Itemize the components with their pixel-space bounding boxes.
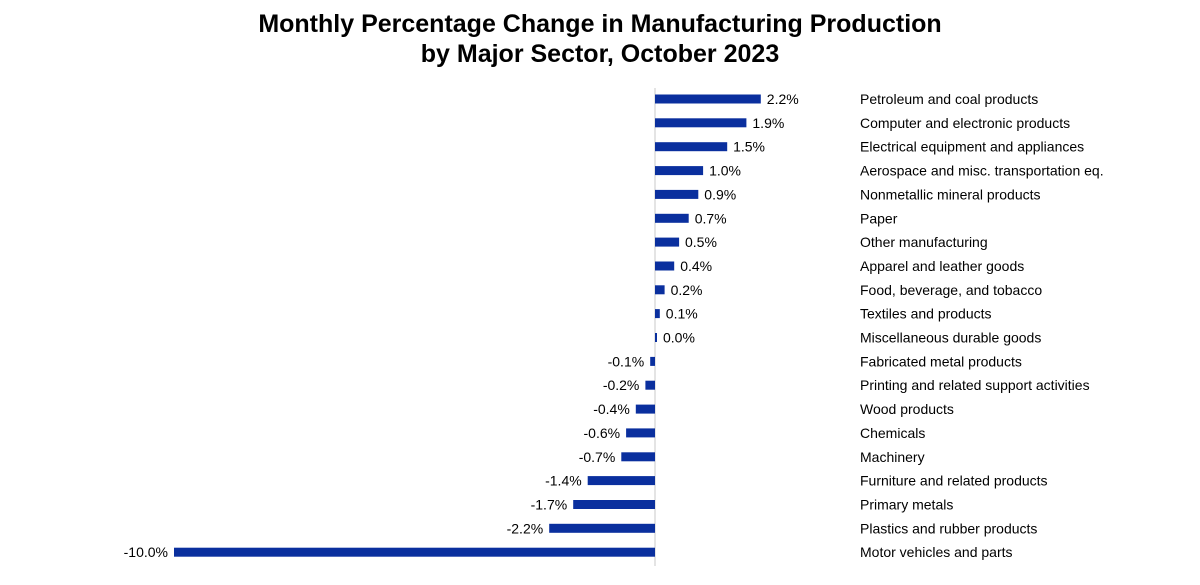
bar — [655, 94, 761, 104]
bar-value-label: -1.7% — [531, 497, 568, 513]
bar — [626, 428, 655, 438]
bar — [655, 237, 680, 247]
bar-value-label: 0.4% — [680, 258, 712, 274]
bar-value-label: -0.1% — [608, 353, 645, 369]
category-label: Other manufacturing — [860, 234, 988, 250]
bar — [655, 213, 689, 223]
bar-value-label: 1.9% — [752, 115, 784, 131]
category-label: Apparel and leather goods — [860, 258, 1024, 274]
bar-value-label: -10.0% — [124, 544, 168, 560]
category-label: Furniture and related products — [860, 473, 1048, 489]
chart-title-line-2: by Major Sector, October 2023 — [420, 40, 780, 68]
bar — [549, 523, 655, 533]
bar-value-label: 1.0% — [709, 163, 741, 179]
bar-value-label: 0.9% — [704, 186, 736, 202]
bar — [655, 166, 704, 176]
bar — [655, 118, 747, 128]
bar — [174, 547, 655, 557]
bar-value-label: -0.4% — [593, 401, 630, 417]
category-label: Plastics and rubber products — [860, 520, 1037, 536]
bar — [655, 333, 657, 342]
category-label: Computer and electronic products — [860, 115, 1070, 131]
category-label: Paper — [860, 210, 898, 226]
bar — [655, 309, 660, 319]
bar-value-label: 0.0% — [663, 330, 695, 346]
bar-value-label: -0.7% — [579, 449, 616, 465]
bar-value-label: 0.1% — [666, 306, 698, 322]
category-label: Nonmetallic mineral products — [860, 186, 1041, 202]
bar-value-label: -0.6% — [584, 425, 621, 441]
bar-value-label: -0.2% — [603, 377, 640, 393]
bar-value-label: 0.7% — [695, 210, 727, 226]
category-label: Miscellaneous durable goods — [860, 330, 1041, 346]
category-label: Petroleum and coal products — [860, 91, 1038, 107]
bar — [635, 404, 655, 414]
category-label: Aerospace and misc. transportation eq. — [860, 163, 1104, 179]
category-label: Printing and related support activities — [860, 377, 1090, 393]
category-label: Machinery — [860, 449, 925, 465]
bar — [655, 261, 675, 271]
bar-value-label: 1.5% — [733, 139, 765, 155]
category-label: Wood products — [860, 401, 954, 417]
bar-value-label: 0.5% — [685, 234, 717, 250]
bar — [621, 452, 655, 462]
bar — [655, 189, 699, 199]
bar-value-label: 0.2% — [671, 282, 703, 298]
category-label: Textiles and products — [860, 306, 992, 322]
bar — [655, 142, 728, 152]
category-label: Fabricated metal products — [860, 353, 1022, 369]
bar-value-label: -1.4% — [545, 473, 582, 489]
bar — [650, 356, 655, 366]
bar — [655, 285, 665, 295]
bar — [573, 500, 655, 509]
bar — [587, 476, 655, 486]
bar-value-label: -2.2% — [507, 520, 544, 536]
category-label: Electrical equipment and appliances — [860, 139, 1084, 155]
bar-value-label: 2.2% — [767, 91, 799, 107]
category-label: Motor vehicles and parts — [860, 544, 1013, 560]
chart-title-line-1: Monthly Percentage Change in Manufacturi… — [258, 10, 942, 38]
category-label: Food, beverage, and tobacco — [860, 282, 1042, 298]
bar — [645, 380, 655, 390]
category-label: Primary metals — [860, 497, 953, 513]
category-label: Chemicals — [860, 425, 925, 441]
